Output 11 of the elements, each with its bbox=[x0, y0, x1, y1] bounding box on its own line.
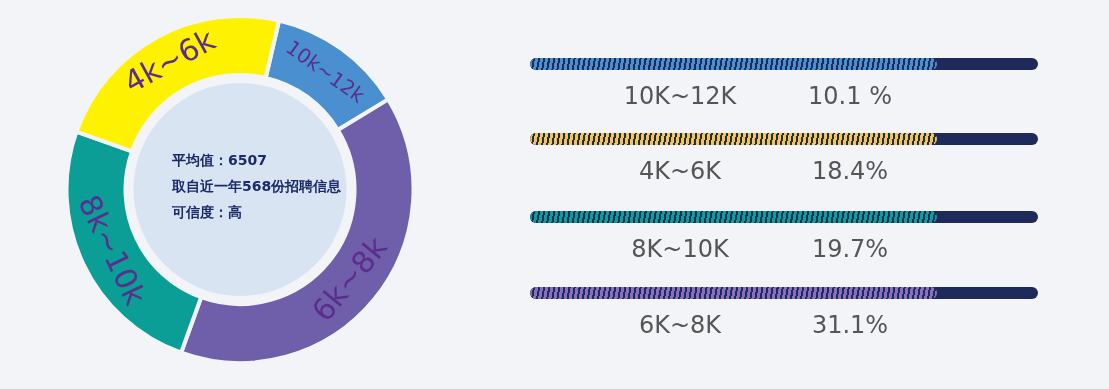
text: 取自近一年568份招聘信息 bbox=[171, 178, 343, 195]
text: 31.1% bbox=[811, 311, 889, 339]
text: 19.7% bbox=[811, 235, 889, 263]
category-label: 6K~8K bbox=[638, 311, 722, 339]
text: 平均值：6507 bbox=[171, 152, 267, 169]
text: 10.1 % bbox=[808, 82, 892, 110]
text: 可信度：高 bbox=[171, 204, 242, 221]
category-label: 4K~6K bbox=[638, 157, 722, 185]
category-label: 8K~10K bbox=[631, 235, 729, 263]
text: 18.4% bbox=[811, 157, 889, 185]
category-label: 10K~12K bbox=[623, 82, 737, 110]
